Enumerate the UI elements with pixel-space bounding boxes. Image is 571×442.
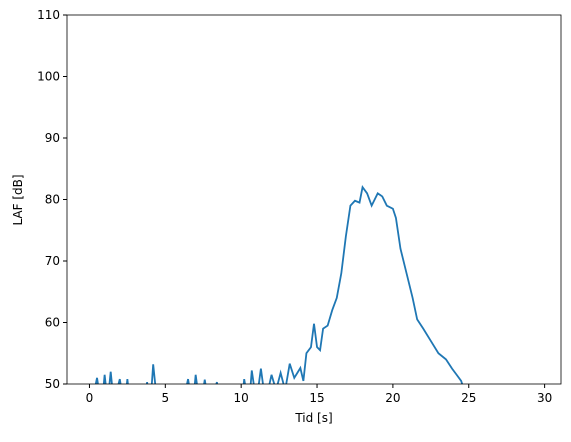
- x-axis-label: Tid [s]: [294, 411, 332, 425]
- y-axis-label: LAF [dB]: [11, 174, 25, 225]
- y-tick-label: 100: [37, 70, 60, 84]
- x-tick-label: 20: [385, 391, 400, 405]
- data-line: [94, 185, 464, 384]
- y-tick-label: 70: [45, 254, 60, 268]
- y-tick-label: 80: [45, 193, 60, 207]
- y-tick-label: 60: [45, 316, 60, 330]
- y-tick-label: 110: [37, 8, 60, 22]
- x-tick-label: 30: [537, 391, 552, 405]
- y-tick-label: 50: [45, 377, 60, 391]
- x-tick-label: 25: [461, 391, 476, 405]
- x-tick-label: 5: [161, 391, 169, 405]
- x-tick-label: 15: [309, 391, 324, 405]
- x-tick-label: 0: [86, 391, 94, 405]
- plot-frame: [66, 14, 562, 385]
- x-tick-label: 10: [234, 391, 249, 405]
- y-tick-label: 90: [45, 131, 60, 145]
